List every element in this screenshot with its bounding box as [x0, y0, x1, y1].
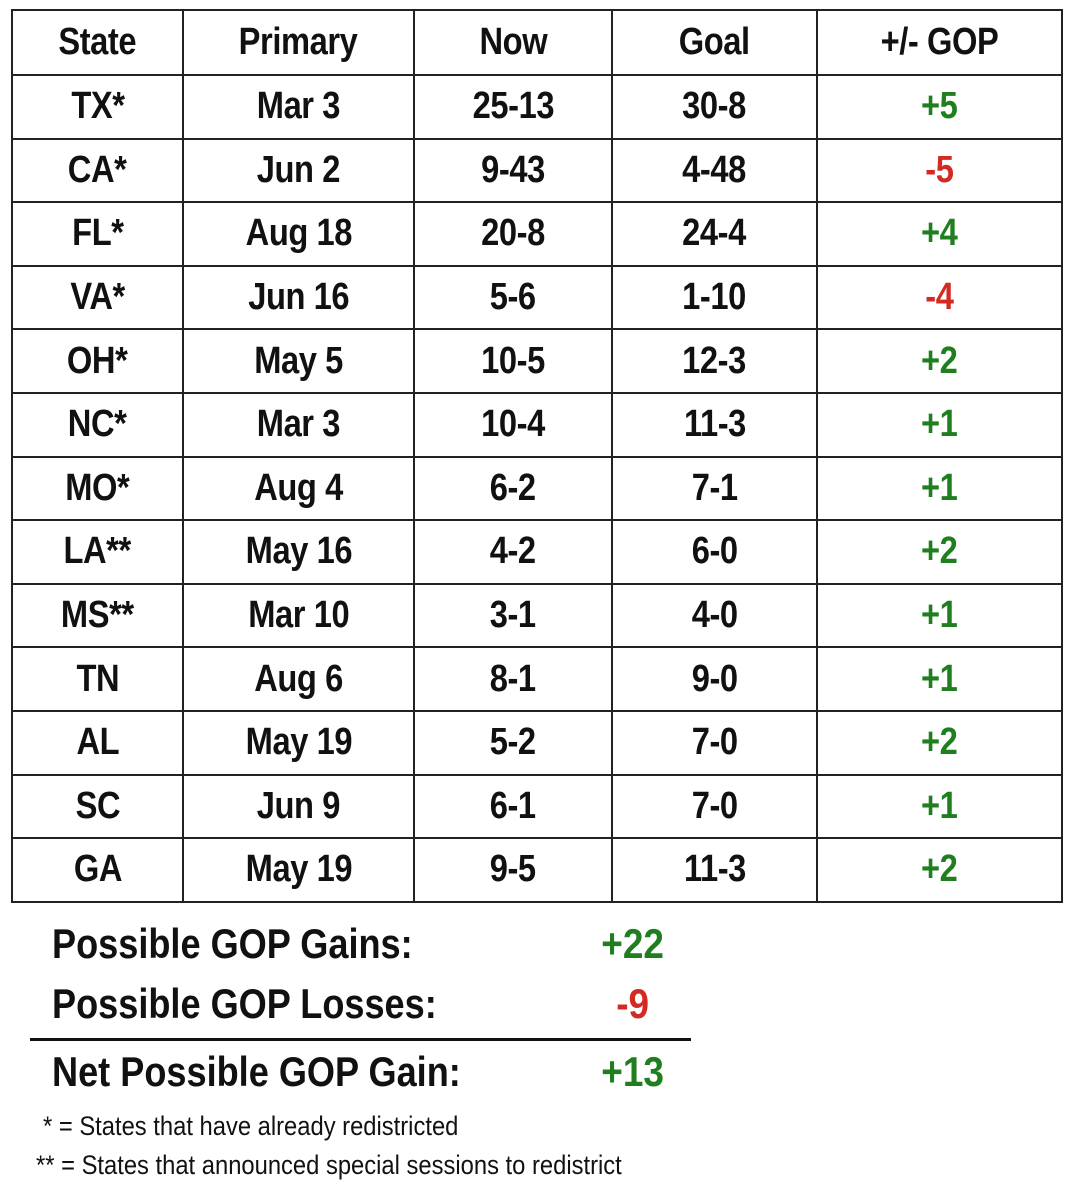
header-gop-change: +/- GOP [816, 9, 1063, 76]
cell-primary: Aug 6 [182, 646, 415, 712]
cell-primary: Mar 10 [182, 582, 415, 649]
cell-goal: 7-0 [611, 773, 818, 840]
cell-goal: 4-0 [611, 582, 818, 649]
cell-primary: Aug 18 [182, 201, 415, 267]
cell-primary: Jun 16 [182, 264, 415, 331]
cell-goal: 4-48 [611, 137, 818, 204]
cell-primary: Jun 9 [182, 773, 415, 840]
cell-gop-change: +2 [816, 519, 1063, 585]
net-value: +13 [601, 1048, 664, 1095]
cell-goal: 11-3 [611, 391, 818, 458]
losses-value: -9 [616, 980, 650, 1027]
cell-now: 6-1 [413, 773, 613, 840]
cell-now: 3-1 [413, 582, 613, 649]
cell-primary: May 19 [182, 837, 415, 903]
cell-gop-change: +2 [816, 328, 1063, 394]
footnote-double-asterisk: ** = States that announced special sessi… [36, 1150, 622, 1180]
table-row: MS** Mar 10 3-1 4-0 +1 [11, 582, 1063, 649]
cell-primary: May 5 [182, 328, 415, 394]
cell-state: AL [11, 709, 184, 776]
losses-row: Possible GOP Losses: [52, 980, 499, 1028]
cell-primary: Mar 3 [182, 74, 415, 140]
header-state: State [11, 9, 184, 76]
cell-state: GA [11, 837, 184, 903]
cell-gop-change: +2 [816, 837, 1063, 903]
gains-label: Possible GOP Gains: [52, 920, 413, 967]
cell-now: 8-1 [413, 646, 613, 712]
cell-now: 9-5 [413, 837, 613, 903]
cell-goal: 7-1 [611, 455, 818, 522]
cell-goal: 7-0 [611, 709, 818, 776]
header-now: Now [413, 9, 613, 76]
cell-goal: 30-8 [611, 74, 818, 140]
cell-state: OH* [11, 328, 184, 394]
cell-primary: Aug 4 [182, 455, 415, 522]
table-row: LA** May 16 4-2 6-0 +2 [11, 519, 1063, 585]
cell-now: 5-2 [413, 709, 613, 776]
cell-state: TX* [11, 74, 184, 140]
cell-goal: 12-3 [611, 328, 818, 394]
table-row: OH* May 5 10-5 12-3 +2 [11, 328, 1063, 394]
net-label: Net Possible GOP Gain: [52, 1048, 461, 1095]
cell-primary: May 19 [182, 709, 415, 776]
cell-now: 9-43 [413, 137, 613, 204]
cell-now: 10-5 [413, 328, 613, 394]
summary-divider [30, 1038, 691, 1041]
table-row: GA May 19 9-5 11-3 +2 [11, 837, 1063, 903]
footnote-single-asterisk: * = States that have already redistricte… [43, 1111, 459, 1141]
gains-row: Possible GOP Gains: [52, 920, 471, 968]
cell-now: 20-8 [413, 201, 613, 267]
cell-now: 5-6 [413, 264, 613, 331]
cell-now: 6-2 [413, 455, 613, 522]
cell-now: 10-4 [413, 391, 613, 458]
cell-gop-change: +1 [816, 455, 1063, 522]
table-row: VA* Jun 16 5-6 1-10 -4 [11, 264, 1063, 331]
table-row: SC Jun 9 6-1 7-0 +1 [11, 773, 1063, 840]
cell-primary: May 16 [182, 519, 415, 585]
cell-state: NC* [11, 391, 184, 458]
table-header-row: State Primary Now Goal +/- GOP [11, 9, 1063, 76]
cell-gop-change: -4 [816, 264, 1063, 331]
cell-state: CA* [11, 137, 184, 204]
header-primary: Primary [182, 9, 415, 76]
table-row: CA* Jun 2 9-43 4-48 -5 [11, 137, 1063, 204]
cell-state: LA** [11, 519, 184, 585]
cell-gop-change: +1 [816, 646, 1063, 712]
table-row: NC* Mar 3 10-4 11-3 +1 [11, 391, 1063, 458]
cell-primary: Jun 2 [182, 137, 415, 204]
cell-gop-change: -5 [816, 137, 1063, 204]
table-row: MO* Aug 4 6-2 7-1 +1 [11, 455, 1063, 522]
cell-goal: 1-10 [611, 264, 818, 331]
redistricting-table-container: State Primary Now Goal +/- GOP TX* Mar 3… [11, 9, 1063, 903]
redistricting-table: State Primary Now Goal +/- GOP TX* Mar 3… [11, 9, 1063, 903]
table-row: FL* Aug 18 20-8 24-4 +4 [11, 201, 1063, 267]
cell-goal: 11-3 [611, 837, 818, 903]
table-row: AL May 19 5-2 7-0 +2 [11, 709, 1063, 776]
cell-goal: 24-4 [611, 201, 818, 267]
table-row: TN Aug 6 8-1 9-0 +1 [11, 646, 1063, 712]
cell-state: VA* [11, 264, 184, 331]
cell-now: 4-2 [413, 519, 613, 585]
cell-gop-change: +5 [816, 74, 1063, 140]
net-row: Net Possible GOP Gain: [52, 1048, 527, 1096]
cell-state: MO* [11, 455, 184, 522]
cell-state: SC [11, 773, 184, 840]
cell-state: FL* [11, 201, 184, 267]
gains-value: +22 [601, 920, 664, 967]
cell-gop-change: +4 [816, 201, 1063, 267]
cell-gop-change: +1 [816, 582, 1063, 649]
cell-goal: 6-0 [611, 519, 818, 585]
cell-state: MS** [11, 582, 184, 649]
cell-primary: Mar 3 [182, 391, 415, 458]
cell-gop-change: +1 [816, 773, 1063, 840]
cell-gop-change: +2 [816, 709, 1063, 776]
header-goal: Goal [611, 9, 818, 76]
losses-label: Possible GOP Losses: [52, 980, 437, 1027]
cell-state: TN [11, 646, 184, 712]
cell-gop-change: +1 [816, 391, 1063, 458]
cell-now: 25-13 [413, 74, 613, 140]
cell-goal: 9-0 [611, 646, 818, 712]
table-row: TX* Mar 3 25-13 30-8 +5 [11, 74, 1063, 140]
